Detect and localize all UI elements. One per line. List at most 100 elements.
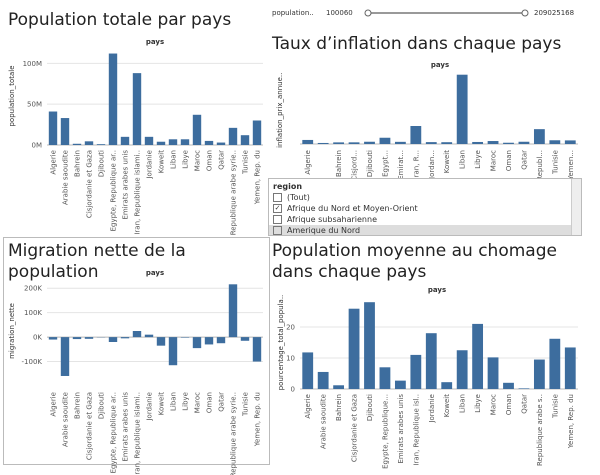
bar <box>216 142 226 145</box>
x-tick-label: Jordanie <box>146 150 154 180</box>
y-tick-label: 20 <box>286 324 295 332</box>
filter-item-label: Afrique subsaharienne <box>287 215 377 224</box>
bar <box>302 139 314 144</box>
x-tick-label: Libye <box>182 392 190 411</box>
chart-title: Population moyenne au chomage dans chaqu… <box>272 241 557 282</box>
bar <box>180 139 190 145</box>
x-tick-label: Maroc <box>490 150 498 171</box>
bar <box>60 337 70 376</box>
x-axis-title: pays <box>431 61 449 69</box>
x-tick-label: Egypte, Republique ar.. <box>110 392 118 473</box>
bar <box>549 140 561 144</box>
x-tick-label: Egypte, Republique... <box>381 394 389 469</box>
checkbox[interactable] <box>273 193 282 202</box>
checkbox[interactable]: ✓ <box>273 204 282 213</box>
bar <box>549 338 561 389</box>
x-tick-label: Cisjordanie et Gaza <box>351 394 359 462</box>
x-tick-label: Koweit <box>443 150 451 174</box>
x-tick-label: Emirats arabes unis <box>122 150 130 220</box>
bar <box>240 337 250 341</box>
bar <box>410 354 422 389</box>
bar <box>132 73 142 145</box>
y-tick-label: 50M <box>27 101 42 109</box>
bar <box>108 337 118 342</box>
x-tick-label: Algerie <box>304 394 312 419</box>
chart-title: Migration nette de la population <box>8 241 186 282</box>
bar <box>204 140 214 145</box>
bar <box>192 337 202 349</box>
x-axis-title: pays <box>428 286 446 294</box>
bar <box>533 129 545 144</box>
bar <box>348 308 360 389</box>
bar <box>441 142 453 144</box>
y-axis-title: population_totale <box>8 65 16 126</box>
x-tick-label: Iran, Republique isl.. <box>412 394 420 466</box>
x-tick-label: Egypt... <box>381 150 389 177</box>
y-tick-label: 200K <box>24 285 42 293</box>
bar <box>518 141 530 144</box>
y-axis-title: migration_nette <box>8 303 16 359</box>
bar <box>394 141 406 144</box>
bar <box>364 141 375 144</box>
x-tick-label: Emirats arabes unis <box>122 392 130 462</box>
filter-item[interactable]: Amerique du Nord <box>269 225 581 235</box>
slider-handle-max[interactable] <box>521 9 529 17</box>
filter-item[interactable]: ✓ Afrique du Nord et Moyen-Orient <box>269 203 581 214</box>
checkbox[interactable] <box>273 226 282 235</box>
x-tick-label: Yemen, Rep. du <box>567 394 575 449</box>
x-tick-label: Qatar <box>520 150 528 170</box>
bar <box>108 53 118 145</box>
bar <box>503 382 514 389</box>
y-tick-label: 100K <box>24 309 42 317</box>
bar <box>564 140 576 144</box>
x-tick-label: Libye <box>474 394 482 413</box>
x-tick-label: Liban <box>459 394 467 413</box>
x-tick-label: Libye <box>182 150 190 169</box>
bar <box>487 141 499 144</box>
x-tick-label: Djibouti <box>366 394 374 421</box>
x-tick-label: Tunisie <box>242 150 250 175</box>
selected-sheet-frame <box>3 237 270 465</box>
bar <box>472 141 484 144</box>
checkbox[interactable] <box>273 215 282 224</box>
x-tick-label: Yemen... <box>567 150 575 181</box>
x-tick-label: Iran, Republique islami.. <box>134 392 142 475</box>
bar <box>302 352 314 389</box>
x-tick-label: Oman <box>206 392 214 413</box>
x-tick-label: Algerie <box>50 392 58 417</box>
bar <box>425 142 437 144</box>
filter-item[interactable]: Afrique subsaharienne <box>269 214 581 225</box>
filter-title: region <box>273 182 303 191</box>
filter-item-label: Amerique du Nord <box>287 226 361 235</box>
bar <box>120 136 130 145</box>
x-tick-label: Algerie <box>50 150 58 175</box>
x-tick-label: Koweit <box>158 150 166 174</box>
x-tick-label: Emirats arabes unis <box>397 394 405 464</box>
bar <box>394 380 406 389</box>
x-tick-label: Oman <box>505 394 513 415</box>
bar <box>72 337 82 340</box>
x-tick-label: Egypte, Republique ar.. <box>110 150 118 231</box>
x-tick-label: Arabie saoudite <box>320 394 328 449</box>
bar <box>228 284 238 338</box>
x-tick-label: Emirat... <box>397 150 405 180</box>
bar <box>348 142 360 144</box>
bar <box>379 367 391 389</box>
filter-scrollbar[interactable] <box>571 179 581 235</box>
slider-handle-min[interactable] <box>364 9 372 17</box>
bar <box>472 323 484 389</box>
x-tick-label: Liban <box>170 392 178 411</box>
bar <box>333 142 345 144</box>
x-tick-label: Koweit <box>158 392 166 416</box>
x-tick-label: Maroc <box>194 150 202 171</box>
filter-item-label: (Tout) <box>287 193 310 202</box>
bar <box>487 357 499 389</box>
x-axis-title: pays <box>146 269 164 277</box>
filter-item[interactable]: (Tout) <box>269 192 581 203</box>
x-tick-label: Jordanie <box>428 394 436 424</box>
x-tick-label: Bahrein <box>74 150 82 177</box>
bar <box>240 135 250 145</box>
bar <box>48 111 58 145</box>
bar <box>317 371 329 389</box>
